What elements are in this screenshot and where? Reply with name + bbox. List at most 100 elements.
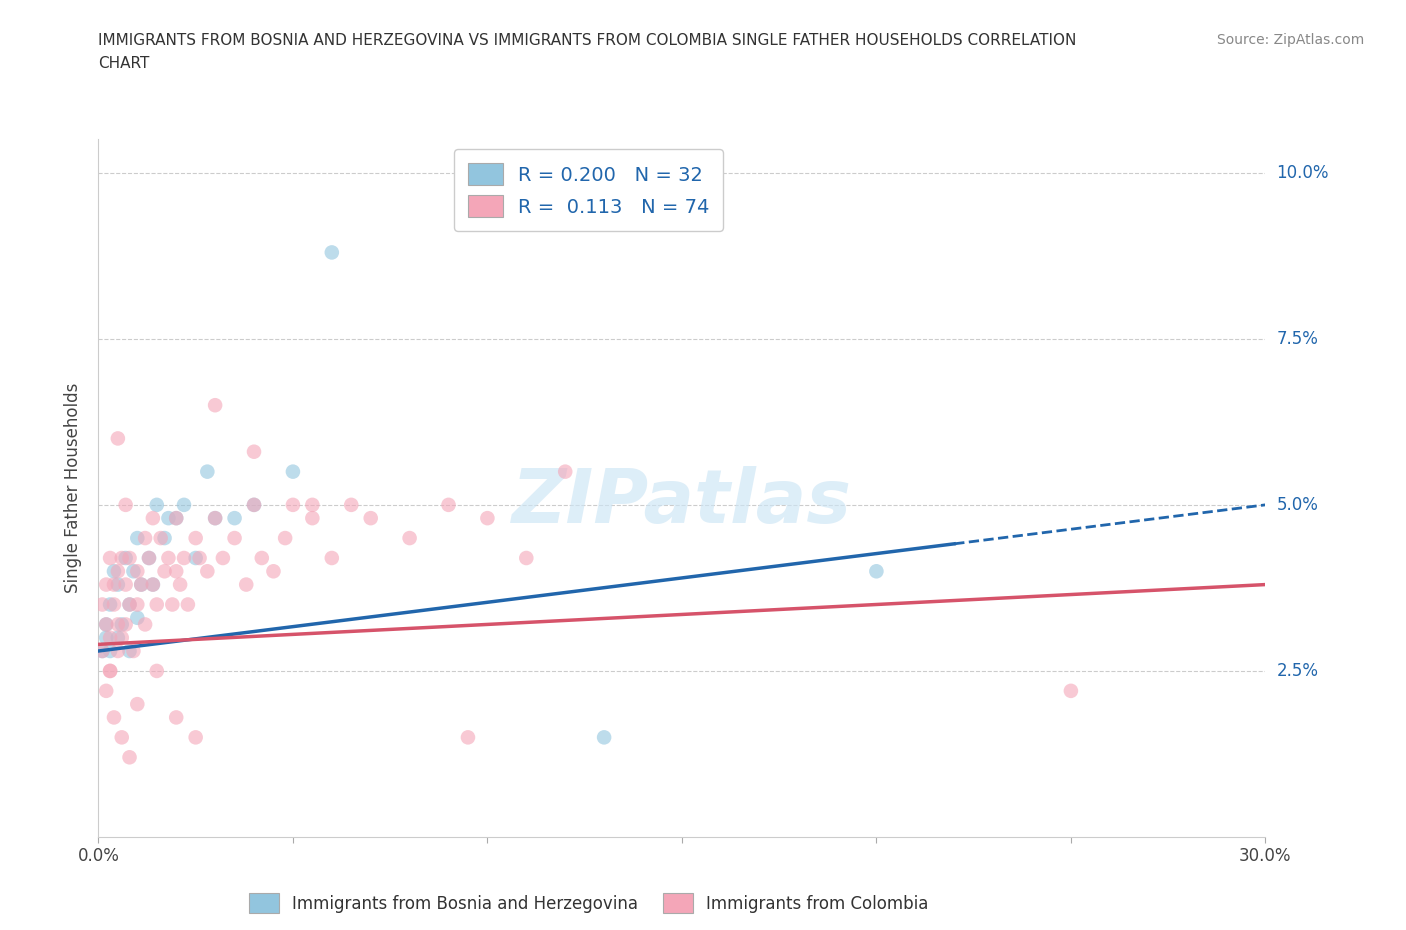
Point: [118, 551, 141, 565]
Text: ZIPatlas: ZIPatlas: [512, 466, 852, 538]
Point: [98, 663, 121, 678]
Point: [107, 431, 129, 445]
Point: [157, 551, 180, 565]
Point: [243, 498, 266, 512]
Point: [98, 597, 121, 612]
Point: [865, 564, 887, 578]
Point: [274, 531, 297, 546]
Point: [301, 498, 323, 512]
Point: [165, 511, 187, 525]
Point: [114, 578, 136, 592]
Point: [127, 597, 149, 612]
Point: [398, 531, 420, 546]
Point: [195, 564, 218, 578]
Point: [122, 564, 145, 578]
Point: [224, 531, 246, 546]
Point: [129, 578, 152, 592]
Point: [301, 511, 323, 525]
Point: [118, 597, 141, 612]
Point: [165, 511, 187, 525]
Point: [149, 531, 172, 546]
Point: [243, 445, 266, 459]
Point: [321, 245, 343, 259]
Point: [146, 597, 169, 612]
Point: [96, 578, 118, 592]
Point: [235, 578, 257, 592]
Point: [437, 498, 460, 512]
Point: [127, 531, 149, 546]
Point: [153, 531, 176, 546]
Point: [224, 511, 246, 525]
Point: [173, 498, 195, 512]
Point: [138, 551, 160, 565]
Point: [165, 710, 187, 724]
Point: [169, 578, 191, 592]
Point: [114, 551, 136, 565]
Point: [96, 684, 118, 698]
Point: [127, 564, 149, 578]
Point: [111, 617, 134, 631]
Point: [593, 730, 616, 745]
Legend: Immigrants from Bosnia and Herzegovina, Immigrants from Colombia: Immigrants from Bosnia and Herzegovina, …: [242, 887, 935, 920]
Point: [111, 730, 134, 745]
Point: [127, 697, 149, 711]
Point: [281, 498, 304, 512]
Point: [103, 710, 125, 724]
Point: [107, 631, 129, 645]
Point: [243, 498, 266, 512]
Point: [212, 551, 235, 565]
Point: [107, 617, 129, 631]
Text: Source: ZipAtlas.com: Source: ZipAtlas.com: [1216, 33, 1364, 46]
Point: [340, 498, 363, 512]
Point: [281, 464, 304, 479]
Point: [204, 398, 226, 413]
Point: [195, 464, 218, 479]
Point: [118, 644, 141, 658]
Point: [184, 551, 207, 565]
Point: [184, 531, 207, 546]
Point: [554, 464, 576, 479]
Point: [204, 511, 226, 525]
Point: [515, 551, 537, 565]
Point: [457, 730, 479, 745]
Point: [98, 644, 121, 658]
Text: IMMIGRANTS FROM BOSNIA AND HERZEGOVINA VS IMMIGRANTS FROM COLOMBIA SINGLE FATHER: IMMIGRANTS FROM BOSNIA AND HERZEGOVINA V…: [98, 33, 1077, 47]
Point: [250, 551, 273, 565]
Point: [118, 750, 141, 764]
Point: [134, 617, 156, 631]
Point: [157, 511, 180, 525]
Point: [188, 551, 211, 565]
Point: [146, 663, 169, 678]
Point: [173, 551, 195, 565]
Point: [262, 564, 284, 578]
Point: [177, 597, 200, 612]
Point: [153, 564, 176, 578]
Text: 5.0%: 5.0%: [1277, 496, 1319, 514]
Point: [111, 631, 134, 645]
Point: [146, 498, 169, 512]
Point: [129, 578, 152, 592]
Point: [114, 617, 136, 631]
Point: [103, 564, 125, 578]
Point: [477, 511, 499, 525]
Point: [107, 644, 129, 658]
Point: [142, 578, 165, 592]
Point: [122, 644, 145, 658]
Point: [98, 663, 121, 678]
Point: [114, 498, 136, 512]
Point: [98, 631, 121, 645]
Text: 7.5%: 7.5%: [1277, 330, 1319, 348]
Point: [107, 564, 129, 578]
Point: [165, 564, 187, 578]
Point: [91, 597, 114, 612]
Point: [142, 511, 165, 525]
Point: [138, 551, 160, 565]
Point: [360, 511, 382, 525]
Point: [111, 551, 134, 565]
Point: [103, 578, 125, 592]
Point: [96, 617, 118, 631]
Point: [321, 551, 343, 565]
Point: [118, 597, 141, 612]
Point: [184, 730, 207, 745]
Point: [96, 617, 118, 631]
